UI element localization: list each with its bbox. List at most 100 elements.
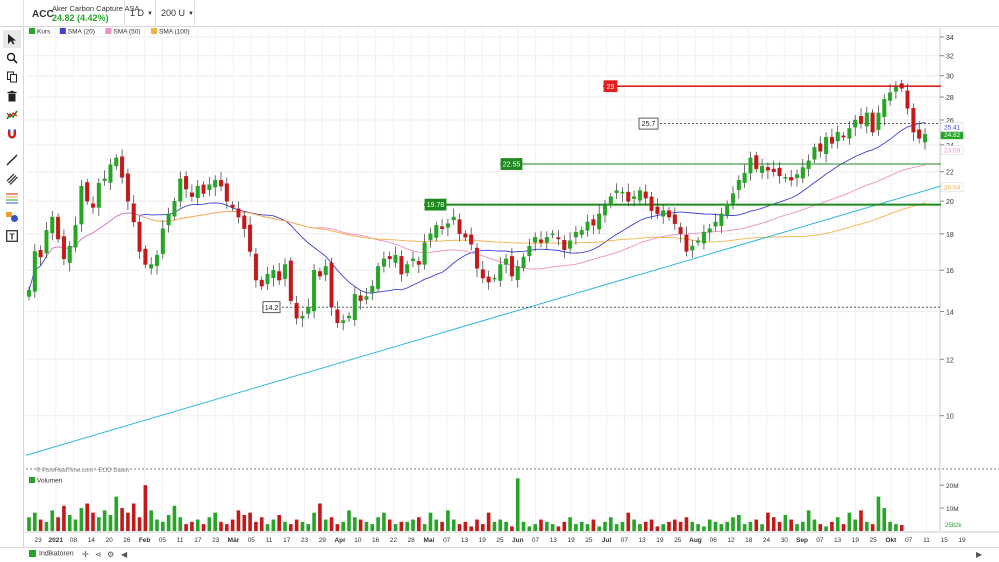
- volume-bar: [899, 525, 904, 531]
- candle: [748, 151, 753, 181]
- candle: [201, 181, 206, 198]
- fibonacci-icon[interactable]: [3, 189, 21, 207]
- indicators-button[interactable]: Indikatoren: [29, 550, 74, 557]
- candle-body: [172, 200, 177, 217]
- candle-body: [50, 216, 55, 234]
- candle-body: [684, 234, 689, 252]
- candle-body: [317, 271, 322, 277]
- candle: [306, 298, 311, 319]
- time-tick-label: 15: [941, 537, 949, 544]
- text-icon[interactable]: T: [3, 227, 21, 245]
- time-tick-label: 22: [390, 537, 398, 544]
- candle: [312, 264, 317, 319]
- price-tick-label: 32: [946, 54, 954, 61]
- candle: [178, 171, 183, 208]
- volume-bar: [358, 519, 363, 531]
- candle: [294, 295, 299, 325]
- candle-body: [888, 92, 893, 101]
- candle: [352, 287, 357, 327]
- cursor-icon[interactable]: [3, 30, 21, 48]
- period-dropdown[interactable]: 200 U ▼: [161, 8, 194, 18]
- time-tick-label: 23: [34, 537, 42, 544]
- interval-dropdown[interactable]: 1 D ▼: [130, 8, 153, 18]
- share-icon[interactable]: ⋖: [95, 550, 102, 559]
- volume-bar: [585, 524, 590, 531]
- legend-label: SMA (100): [159, 29, 190, 36]
- volume-bar: [207, 517, 212, 531]
- candle: [597, 205, 602, 235]
- volume-bar: [655, 526, 660, 531]
- time-tick-label: 07: [816, 537, 824, 544]
- volume-bar: [56, 517, 60, 531]
- volume-bar: [446, 510, 450, 531]
- scroll-right-icon[interactable]: ▶: [976, 550, 983, 559]
- chevron-down-icon: ▼: [147, 10, 153, 17]
- trash-icon[interactable]: [3, 87, 21, 105]
- shapes-icon[interactable]: [3, 208, 21, 226]
- channel-icon[interactable]: [3, 170, 21, 188]
- volume-bar: [550, 524, 555, 531]
- volume-bar: [230, 519, 235, 531]
- magnet-icon[interactable]: [3, 125, 21, 143]
- zoom-icon[interactable]: [3, 49, 21, 67]
- settings-icon[interactable]: ⚙: [107, 550, 115, 559]
- symbol-label[interactable]: ACC: [32, 9, 54, 20]
- candle: [608, 192, 613, 209]
- candle-body: [108, 164, 113, 183]
- candle: [620, 187, 625, 202]
- divider: [194, 0, 195, 27]
- volume-bar: [457, 524, 462, 531]
- candle-body: [568, 240, 573, 249]
- candle: [707, 223, 712, 241]
- candle: [626, 183, 631, 207]
- candle-body: [56, 216, 61, 240]
- volume-bar: [731, 517, 735, 531]
- divider: [155, 0, 156, 27]
- candle: [114, 154, 119, 170]
- time-tick-label: Aug: [689, 537, 702, 544]
- time-tick-label: Okt: [886, 537, 898, 544]
- candle-body: [364, 296, 369, 300]
- level-label: 19.78: [427, 202, 445, 209]
- candle: [85, 178, 90, 205]
- volume-bar: [382, 512, 386, 531]
- price-change: (4.42%): [77, 13, 109, 23]
- candle-body: [707, 228, 712, 233]
- volume-bar: [463, 521, 468, 531]
- crosshair-icon[interactable]: ✛: [82, 550, 89, 559]
- volume-bar: [440, 521, 444, 531]
- volume-bar: [329, 517, 334, 531]
- candle: [149, 257, 154, 275]
- volume-bar: [515, 478, 520, 531]
- candle: [562, 235, 567, 259]
- candle: [818, 136, 823, 158]
- candle: [515, 260, 520, 288]
- volume-bar: [818, 524, 823, 531]
- candle: [277, 262, 282, 286]
- candle: [282, 258, 288, 287]
- candle-body: [294, 302, 299, 319]
- candle-body: [137, 221, 142, 252]
- time-tick-label: 08: [70, 537, 78, 544]
- price-axis-bg: [941, 28, 999, 468]
- candle-body: [492, 277, 497, 280]
- volume-bar: [766, 512, 770, 531]
- time-tick-label: 30: [781, 537, 789, 544]
- candle: [643, 184, 648, 205]
- indicator-icon[interactable]: [3, 106, 21, 124]
- line-icon[interactable]: [3, 151, 21, 169]
- drawing-toolbar: T: [0, 27, 24, 547]
- candle-body: [579, 230, 584, 235]
- volume-bar: [719, 524, 724, 531]
- candle-body: [160, 228, 165, 255]
- scroll-left-icon[interactable]: ◀: [121, 550, 128, 559]
- candle-body: [794, 174, 800, 178]
- time-tick-label: 25: [870, 537, 878, 544]
- volume-bar: [626, 512, 631, 531]
- copy-icon[interactable]: [3, 68, 21, 86]
- volume-bar: [178, 517, 183, 531]
- price-tick-label: 30: [946, 74, 954, 81]
- time-tick-label: Feb: [139, 537, 151, 544]
- volume-bar: [591, 519, 596, 531]
